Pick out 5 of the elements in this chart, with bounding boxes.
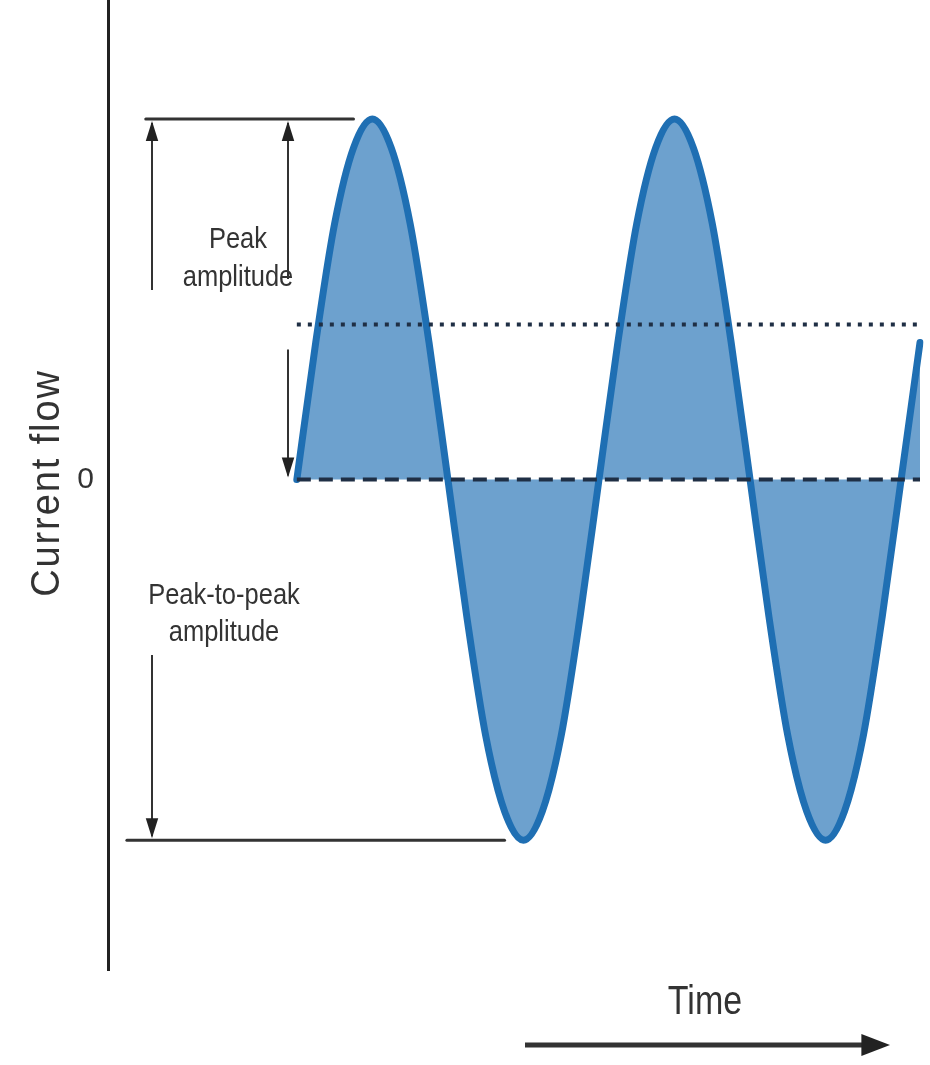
x-axis-title: Time (666, 977, 744, 1024)
ref-line-label: 0 (77, 460, 94, 494)
y-axis-title: Current flow (22, 367, 68, 599)
annotation: Peak-to-peak amplitude (147, 575, 301, 650)
annotation: Peak amplitude (181, 220, 295, 294)
